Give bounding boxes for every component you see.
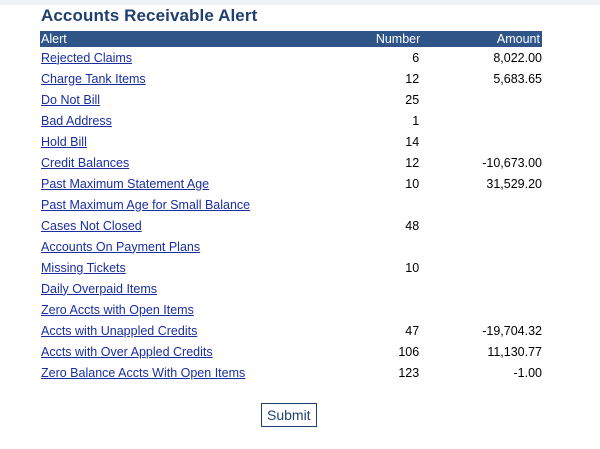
number-cell: 47 bbox=[405, 323, 420, 338]
alert-link[interactable]: Missing Tickets bbox=[41, 260, 126, 275]
alert-cell: Accounts On Payment Plans bbox=[40, 240, 346, 254]
alert-link[interactable]: Credit Balances bbox=[41, 155, 130, 170]
alert-cell: Hold Bill bbox=[40, 135, 346, 149]
submit-button[interactable]: Submit bbox=[261, 403, 317, 427]
number-cell: 12 bbox=[405, 71, 420, 86]
table-row: Missing Tickets 10 bbox=[40, 257, 542, 278]
alert-link[interactable]: Zero Accts with Open Items bbox=[41, 302, 194, 317]
number-cell: 123 bbox=[398, 365, 420, 380]
table-row: Accounts On Payment Plans bbox=[40, 236, 542, 257]
alert-cell: Past Maximum Statement Age bbox=[40, 177, 346, 191]
amount-cell: 31,529.20 bbox=[486, 176, 542, 191]
alert-link[interactable]: Do Not Bill bbox=[41, 92, 101, 107]
table-row: Bad Address 1 bbox=[40, 110, 542, 131]
alert-cell: Past Maximum Age for Small Balance bbox=[40, 198, 346, 212]
number-cell: 10 bbox=[405, 260, 420, 275]
number-cell: 48 bbox=[405, 218, 420, 233]
table-row: Accts with Unappled Credits 47 -19,704.32 bbox=[40, 320, 542, 341]
page-title: Accounts Receivable Alert bbox=[41, 6, 258, 25]
alert-link[interactable]: Past Maximum Age for Small Balance bbox=[41, 197, 251, 212]
header-amount: Amount bbox=[496, 32, 540, 46]
alert-link[interactable]: Charge Tank Items bbox=[41, 71, 146, 86]
table-header: Alert Number Amount bbox=[40, 31, 542, 47]
table-row: Past Maximum Statement Age 10 31,529.20 bbox=[40, 173, 542, 194]
alert-link[interactable]: Daily Overpaid Items bbox=[41, 281, 158, 296]
number-cell: 1 bbox=[412, 113, 420, 128]
table-row: Hold Bill 14 bbox=[40, 131, 542, 152]
alert-link[interactable]: Rejected Claims bbox=[41, 50, 133, 65]
alert-link[interactable]: Zero Balance Accts With Open Items bbox=[41, 365, 246, 380]
number-cell: 12 bbox=[405, 155, 420, 170]
header-alert: Alert bbox=[41, 32, 67, 46]
table-row: Rejected Claims 6 8,022.00 bbox=[40, 47, 542, 68]
alert-cell: Do Not Bill bbox=[40, 93, 346, 107]
amount-cell: 5,683.65 bbox=[493, 71, 542, 86]
number-cell: 6 bbox=[412, 50, 420, 65]
table-row: Do Not Bill 25 bbox=[40, 89, 542, 110]
alert-cell: Charge Tank Items bbox=[40, 72, 346, 86]
number-cell: 25 bbox=[405, 92, 420, 107]
alerts-table: Alert Number Amount Rejected Claims 6 8,02… bbox=[40, 31, 542, 383]
amount-cell: -1.00 bbox=[513, 365, 543, 380]
table-row: Past Maximum Age for Small Balance bbox=[40, 194, 542, 215]
amount-cell: 11,130.77 bbox=[487, 344, 542, 359]
alert-cell: Missing Tickets bbox=[40, 261, 346, 275]
alert-cell: Zero Accts with Open Items bbox=[40, 303, 346, 317]
number-cell: 10 bbox=[405, 176, 420, 191]
amount-cell: -10,673.00 bbox=[482, 155, 542, 170]
top-bar bbox=[0, 0, 600, 5]
table-row: Credit Balances 12 -10,673.00 bbox=[40, 152, 542, 173]
amount-cell: 8,022.00 bbox=[493, 50, 542, 65]
alert-cell: Bad Address bbox=[40, 114, 346, 128]
alert-link[interactable]: Hold Bill bbox=[41, 134, 87, 149]
header-number: Number bbox=[375, 32, 421, 46]
table-row: Daily Overpaid Items bbox=[40, 278, 542, 299]
table-body: Rejected Claims 6 8,022.00 Charge Tank Item… bbox=[40, 47, 542, 383]
number-cell: 106 bbox=[398, 344, 420, 359]
alert-cell: Cases Not Closed bbox=[40, 219, 346, 233]
number-cell: 14 bbox=[405, 134, 420, 149]
table-row: Zero Accts with Open Items bbox=[40, 299, 542, 320]
alert-link[interactable]: Cases Not Closed bbox=[41, 218, 142, 233]
alert-cell: Credit Balances bbox=[40, 156, 346, 170]
alert-link[interactable]: Past Maximum Statement Age bbox=[41, 176, 210, 191]
alert-cell: Accts with Unappled Credits bbox=[40, 324, 346, 338]
alert-cell: Zero Balance Accts With Open Items bbox=[40, 366, 346, 380]
table-row: Charge Tank Items 12 5,683.65 bbox=[40, 68, 542, 89]
amount-cell: -19,704.32 bbox=[482, 323, 542, 338]
alert-link[interactable]: Accts with Over Appled Credits bbox=[41, 344, 213, 359]
alert-link[interactable]: Accounts On Payment Plans bbox=[41, 239, 201, 254]
table-row: Cases Not Closed 48 bbox=[40, 215, 542, 236]
alert-link[interactable]: Bad Address bbox=[41, 113, 112, 128]
submit-area: Submit bbox=[261, 403, 317, 427]
alert-cell: Accts with Over Appled Credits bbox=[40, 345, 346, 359]
alert-link[interactable]: Accts with Unappled Credits bbox=[41, 323, 198, 338]
alert-cell: Daily Overpaid Items bbox=[40, 282, 346, 296]
table-row: Zero Balance Accts With Open Items 123 -1.… bbox=[40, 362, 542, 383]
alert-cell: Rejected Claims bbox=[40, 51, 346, 65]
table-row: Accts with Over Appled Credits 106 11,130.… bbox=[40, 341, 542, 362]
